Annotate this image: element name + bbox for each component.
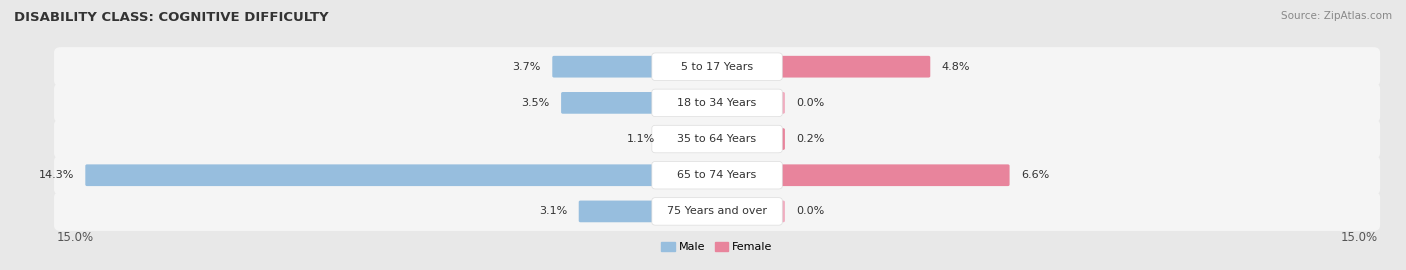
Text: 5 to 17 Years: 5 to 17 Years	[681, 62, 754, 72]
Text: 6.6%: 6.6%	[1021, 170, 1049, 180]
Text: 0.0%: 0.0%	[796, 206, 824, 217]
FancyBboxPatch shape	[53, 156, 1381, 195]
Text: 3.7%: 3.7%	[512, 62, 541, 72]
Text: 75 Years and over: 75 Years and over	[666, 206, 768, 217]
FancyBboxPatch shape	[652, 53, 782, 80]
Text: 35 to 64 Years: 35 to 64 Years	[678, 134, 756, 144]
FancyBboxPatch shape	[716, 164, 1010, 186]
Text: 14.3%: 14.3%	[38, 170, 75, 180]
FancyBboxPatch shape	[716, 92, 785, 114]
Text: 65 to 74 Years: 65 to 74 Years	[678, 170, 756, 180]
Text: 1.1%: 1.1%	[627, 134, 655, 144]
FancyBboxPatch shape	[561, 92, 718, 114]
FancyBboxPatch shape	[53, 83, 1381, 122]
Text: 15.0%: 15.0%	[56, 231, 93, 244]
Text: 18 to 34 Years: 18 to 34 Years	[678, 98, 756, 108]
FancyBboxPatch shape	[553, 56, 718, 77]
FancyBboxPatch shape	[86, 164, 718, 186]
Text: Source: ZipAtlas.com: Source: ZipAtlas.com	[1281, 11, 1392, 21]
FancyBboxPatch shape	[716, 201, 785, 222]
Text: 15.0%: 15.0%	[1341, 231, 1378, 244]
Text: 3.5%: 3.5%	[522, 98, 550, 108]
FancyBboxPatch shape	[716, 56, 931, 77]
Legend: Male, Female: Male, Female	[657, 237, 778, 256]
FancyBboxPatch shape	[716, 128, 785, 150]
FancyBboxPatch shape	[53, 192, 1381, 231]
Text: 0.2%: 0.2%	[796, 134, 825, 144]
Text: DISABILITY CLASS: COGNITIVE DIFFICULTY: DISABILITY CLASS: COGNITIVE DIFFICULTY	[14, 11, 329, 24]
FancyBboxPatch shape	[53, 120, 1381, 158]
FancyBboxPatch shape	[652, 161, 782, 189]
Text: 3.1%: 3.1%	[538, 206, 567, 217]
FancyBboxPatch shape	[652, 125, 782, 153]
Text: 4.8%: 4.8%	[942, 62, 970, 72]
FancyBboxPatch shape	[53, 47, 1381, 86]
FancyBboxPatch shape	[652, 198, 782, 225]
FancyBboxPatch shape	[579, 201, 718, 222]
FancyBboxPatch shape	[652, 89, 782, 117]
FancyBboxPatch shape	[666, 128, 718, 150]
Text: 0.0%: 0.0%	[796, 98, 824, 108]
